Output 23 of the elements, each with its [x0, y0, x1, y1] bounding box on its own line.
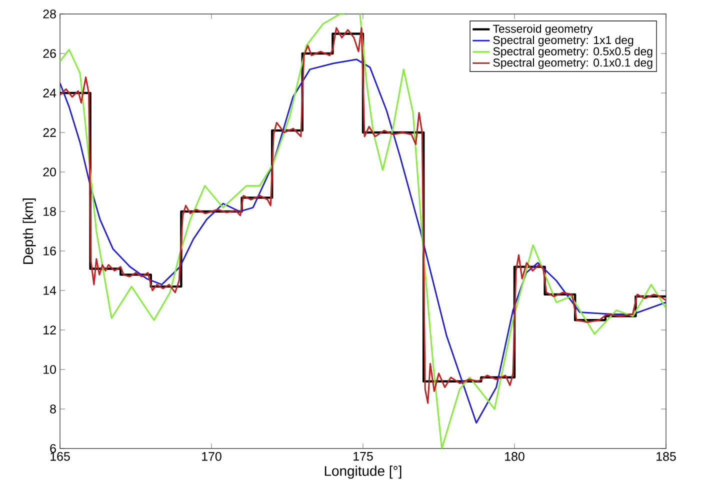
- x-axis-title: Longitude [°]: [324, 466, 402, 479]
- legend-label: Spectral geometry: 0.1x0.1 deg: [493, 58, 652, 69]
- x-tick-label: 175: [354, 452, 373, 461]
- legend-label: Spectral geometry: 1x1 deg: [493, 36, 634, 46]
- y-axis-title: Depth [km]: [22, 198, 36, 264]
- y-tick-label: 24: [43, 88, 56, 98]
- x-tick-label: 165: [50, 452, 70, 461]
- y-tick-label: 12: [44, 326, 56, 334]
- y-tick-label: 28: [43, 10, 56, 18]
- y-tick-label: 8: [50, 404, 56, 414]
- x-tick-label: 180: [505, 452, 524, 461]
- y-tick-label: 20: [43, 168, 56, 176]
- x-tick-label: 170: [202, 452, 222, 461]
- legend-label: Tesseroid geometry: [492, 24, 593, 36]
- legend-label: Spectral geometry: 0.5x0.5 deg: [493, 46, 652, 58]
- x-tick-label: 185: [656, 452, 676, 461]
- y-tick-label: 26: [43, 49, 56, 58]
- y-tick-label: 14: [44, 286, 56, 295]
- y-tick-label: 6: [50, 444, 56, 453]
- y-tick-label: 10: [44, 365, 56, 374]
- y-tick-label: 16: [44, 246, 56, 256]
- y-tick-label: 18: [44, 207, 56, 216]
- y-tick-label: 22: [43, 128, 56, 137]
